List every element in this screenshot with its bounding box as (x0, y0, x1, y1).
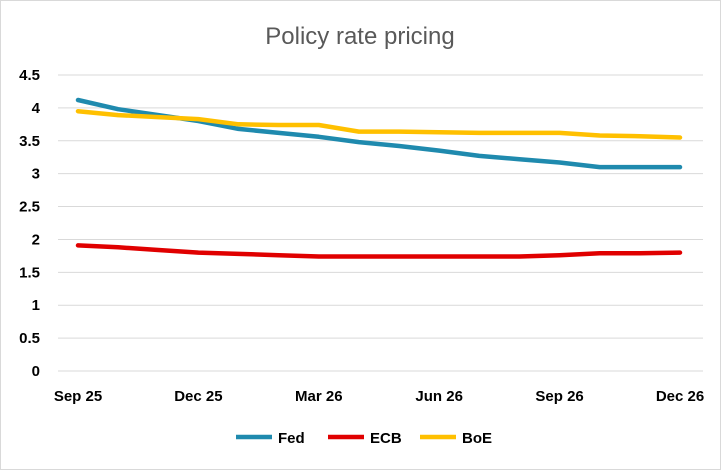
legend-label-ecb: ECB (370, 430, 402, 447)
y-axis: 0 0.5 1 1.5 2 2.5 3 3.5 4 4.5 (19, 67, 41, 380)
y-tick-label: 1 (32, 297, 40, 314)
x-tick-label: Sep 26 (535, 388, 583, 405)
y-tick-label: 0 (32, 363, 40, 380)
legend-label-boe: BoE (462, 430, 492, 447)
y-tick-label: 3 (32, 166, 40, 183)
series-line-ecb (75, 243, 683, 259)
x-tick-label: Jun 26 (415, 388, 463, 405)
x-tick-label: Dec 25 (174, 388, 222, 405)
x-tick-label: Dec 26 (656, 388, 704, 405)
y-tick-label: 0.5 (19, 330, 40, 347)
y-tick-label: 2 (32, 231, 40, 248)
chart-title: Policy rate pricing (265, 23, 454, 50)
legend: Fed ECB BoE (236, 430, 492, 447)
y-tick-label: 1.5 (19, 264, 40, 281)
x-tick-label: Mar 26 (295, 388, 343, 405)
gridlines (58, 74, 703, 372)
y-tick-label: 4 (32, 100, 41, 117)
series-line-boe (75, 108, 683, 140)
y-tick-label: 3.5 (19, 133, 40, 150)
x-axis: Sep 25 Dec 25 Mar 26 Jun 26 Sep 26 Dec 26 (54, 388, 704, 405)
y-tick-label: 4.5 (19, 67, 40, 84)
y-tick-label: 2.5 (19, 199, 40, 216)
legend-label-fed: Fed (278, 430, 305, 447)
series-lines (75, 97, 683, 259)
x-tick-label: Sep 25 (54, 388, 102, 405)
